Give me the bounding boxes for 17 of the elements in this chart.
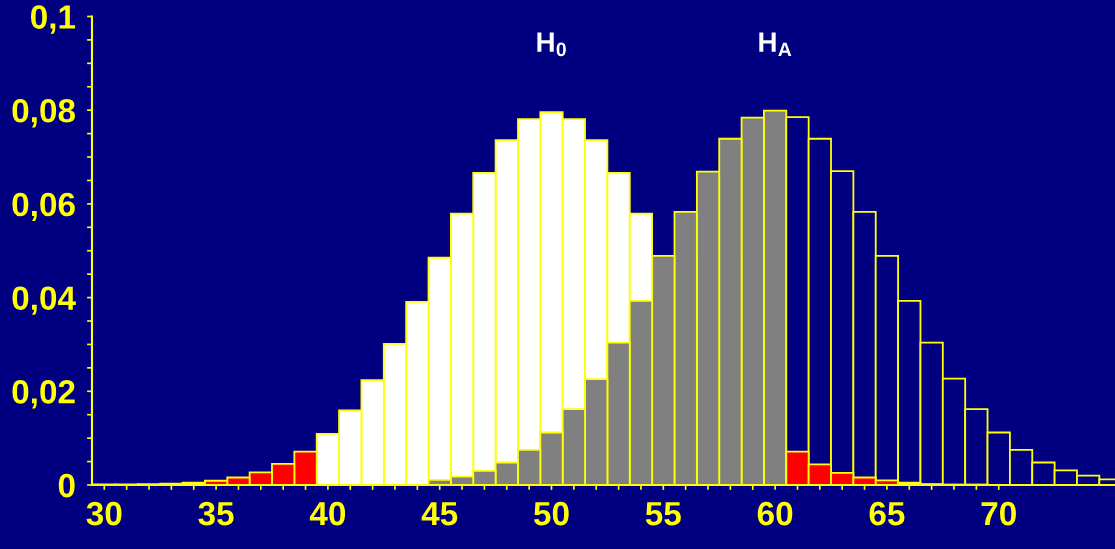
y-tick-label: 0,1: [31, 5, 76, 34]
annotation: H$_{0}$: [537, 32, 566, 57]
x-tick-label: 70: [981, 501, 1016, 526]
x-tick-label: 30: [86, 501, 122, 526]
y-tick-label: 0: [58, 473, 75, 498]
annotation: H$_{A}$: [759, 32, 792, 57]
y-tick-label: 0,06: [12, 192, 75, 222]
x-tick-label: 50: [533, 501, 569, 526]
x-tick-label: 55: [645, 502, 681, 526]
x-tick-label: 35: [198, 501, 234, 526]
x-tick-label: 45: [421, 502, 458, 526]
y-tick-label: 0,02: [12, 380, 75, 409]
x-tick-label: 65: [869, 501, 905, 526]
x-tick-label: 60: [757, 501, 793, 526]
y-tick-label: 0,04: [12, 286, 76, 315]
y-tick-label: 0,08: [12, 98, 75, 128]
x-tick-label: 40: [309, 501, 346, 526]
